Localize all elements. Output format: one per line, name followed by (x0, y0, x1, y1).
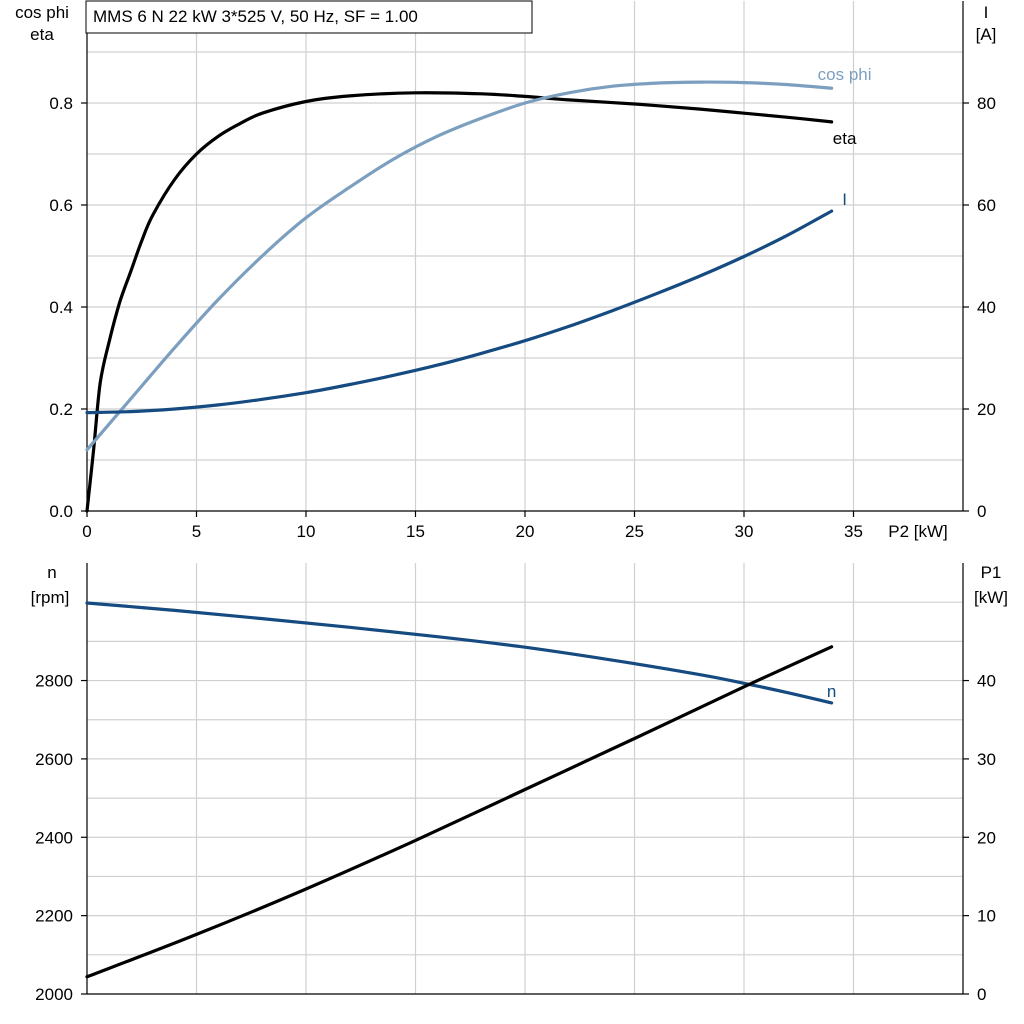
bottom-left-axis-label-line2: [rpm] (31, 588, 70, 607)
chart-title: MMS 6 N 22 kW 3*525 V, 50 Hz, SF = 1.00 (93, 7, 418, 26)
bottom-left-y-tick-label: 2000 (35, 985, 73, 1004)
x-tick-label: 15 (406, 522, 425, 541)
bottom-left-y-tick-label: 2800 (35, 672, 73, 691)
x-tick-label: 10 (297, 522, 316, 541)
series-p1-line (85, 645, 834, 979)
top-right-y-tick-label: 40 (977, 298, 996, 317)
x-tick-label: 30 (735, 522, 754, 541)
series-i-line (85, 209, 834, 415)
top-left-axis-label-line2: eta (30, 25, 54, 44)
bottom-left-axis-label-line1: n (47, 563, 56, 582)
series-i-label: I (842, 190, 847, 209)
top-left-axis-label-line1: cos phi (15, 3, 69, 22)
x-tick-label: 20 (516, 522, 535, 541)
bottom-right-y-tick-label: 20 (977, 828, 996, 847)
bottom-right-y-tick-label: 30 (977, 750, 996, 769)
top-left-y-tick-label: 0.4 (49, 298, 73, 317)
series-cos-phi-line (85, 80, 834, 452)
curve-labels: eta cos phi In (818, 65, 872, 701)
bottom-plot-grid (87, 563, 963, 994)
bottom-left-y-tick-label: 2600 (35, 750, 73, 769)
x-tick-label: 25 (625, 522, 644, 541)
top-right-axis-label-line1: I (984, 3, 989, 22)
top-right-y-tick-label: 0 (977, 502, 986, 521)
top-right-y-tick-label: 20 (977, 400, 996, 419)
bottom-right-y-tick-label: 10 (977, 907, 996, 926)
top-left-y-tick-label: 0.6 (49, 196, 73, 215)
bottom-left-y-tick-label: 2200 (35, 907, 73, 926)
series-n-line (85, 601, 834, 705)
series-n-label: n (827, 682, 836, 701)
top-right-axis-label-line2: [A] (976, 25, 997, 44)
top-left-y-tick-label: 0.0 (49, 502, 73, 521)
bottom-right-y-tick-label: 40 (977, 672, 996, 691)
bottom-right-axis-label-line2: [kW] (974, 588, 1008, 607)
x-tick-label: 35 (844, 522, 863, 541)
plot-axes (86, 1, 964, 995)
series-cos-phi-label: cos phi (818, 65, 872, 84)
x-tick-label: 0 (82, 522, 91, 541)
series-eta-label: eta (833, 129, 857, 148)
series-eta-line (85, 91, 834, 513)
x-tick-label: 5 (192, 522, 201, 541)
chart-title-box (85, 0, 533, 34)
bottom-right-axis-label-line1: P1 (981, 563, 1002, 582)
data-curves (85, 80, 834, 979)
top-left-y-tick-label: 0.8 (49, 94, 73, 113)
top-right-y-tick-label: 60 (977, 196, 996, 215)
top-right-y-tick-label: 80 (977, 94, 996, 113)
bottom-right-y-tick-label: 0 (977, 985, 986, 1004)
x-axis-label: P2 [kW] (888, 522, 948, 541)
axis-tick-labels: 0 5 10 15 20 25 30 35 0.0 0.2 0.4 0.6 0.8 0 20 40 60 80 20… (35, 94, 996, 1004)
bottom-left-y-tick-label: 2400 (35, 828, 73, 847)
top-left-y-tick-label: 0.2 (49, 400, 73, 419)
